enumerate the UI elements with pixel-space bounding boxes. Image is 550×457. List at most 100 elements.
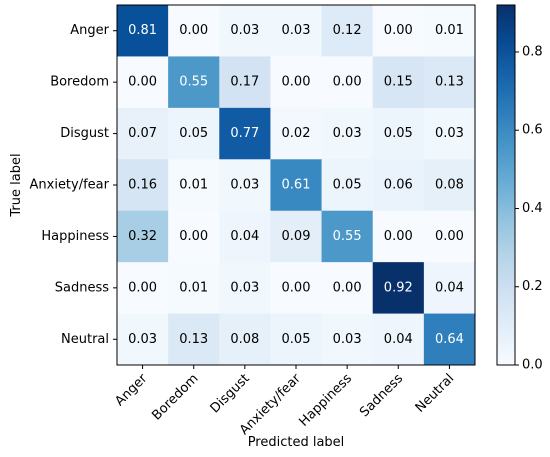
heatmap-cell <box>117 107 169 160</box>
cell-value-label: 0.92 <box>384 280 413 295</box>
heatmap-cell <box>423 56 476 109</box>
heatmap-cell <box>321 313 374 366</box>
heatmap-cell <box>219 5 271 57</box>
heatmap-cell <box>372 5 425 57</box>
cell-value-label: 0.32 <box>128 229 157 244</box>
heatmap-cell <box>219 262 271 315</box>
y-axis-ticks: Anger Boredom Disgust Anxiety/fear Happiness… <box>30 23 117 347</box>
cell-value-label: 0.13 <box>179 332 208 347</box>
heatmap-cell <box>168 313 220 366</box>
cell-value-label: 0.01 <box>179 280 208 295</box>
cell-value-label: 0.02 <box>282 126 311 141</box>
heatmap-cell <box>270 313 323 366</box>
x-tick-label: Disgust <box>208 371 253 416</box>
x-tick-label: Anger <box>112 371 150 409</box>
cell-value-label: 0.55 <box>179 75 208 90</box>
colorbar-tick-label: 0.6 <box>522 123 543 138</box>
cell-value-label: 0.03 <box>333 126 362 141</box>
cell-value-label: 0.61 <box>282 178 311 193</box>
heatmap-cell <box>372 210 425 263</box>
cell-value-label: 0.00 <box>128 75 157 90</box>
x-tick-label: Boredom <box>149 371 201 423</box>
cell-value-label: 0.03 <box>435 126 464 141</box>
cell-value-label: 0.15 <box>384 75 413 90</box>
cell-value-label: 0.00 <box>179 229 208 244</box>
cell-value-label: 0.00 <box>282 75 311 90</box>
heatmap-cell <box>168 159 220 212</box>
cell-value-label: 0.03 <box>230 280 259 295</box>
heatmap-cell <box>372 313 425 366</box>
cell-value-label: 0.04 <box>435 280 464 295</box>
y-tick-label: Sadness <box>55 280 109 295</box>
heatmap-cell <box>219 159 271 212</box>
cell-value-label: 0.77 <box>230 126 259 141</box>
heatmap-cell <box>270 159 323 212</box>
cell-value-label: 0.00 <box>333 75 362 90</box>
cell-value-label: 0.00 <box>384 229 413 244</box>
heatmap-cell <box>423 5 476 57</box>
cell-value-label: 0.64 <box>435 332 464 347</box>
x-tick-label: Happiness <box>297 371 356 430</box>
heatmap-cell <box>219 210 271 263</box>
cell-value-label: 0.13 <box>435 75 464 90</box>
cell-value-label: 0.06 <box>384 178 413 193</box>
colorbar-tick-label: 0.2 <box>522 279 543 294</box>
cell-value-label: 0.12 <box>333 23 362 38</box>
heatmap-cell <box>219 107 271 160</box>
heatmap-cell <box>270 56 323 109</box>
heatmap-cell <box>372 262 425 315</box>
cell-value-label: 0.00 <box>435 229 464 244</box>
heatmap-cell <box>372 159 425 212</box>
heatmap-cell <box>270 262 323 315</box>
cell-value-label: 0.05 <box>179 126 208 141</box>
heatmap-cell <box>423 210 476 263</box>
y-tick-label: Anger <box>70 23 109 38</box>
heatmap-cell <box>117 56 169 109</box>
colorbar-tick-label: 0.8 <box>522 44 543 59</box>
cell-value-label: 0.08 <box>435 178 464 193</box>
heatmap-cell <box>117 210 169 263</box>
cell-value-label: 0.00 <box>333 280 362 295</box>
colorbar-tick-label: 0.0 <box>522 358 543 373</box>
cell-value-label: 0.03 <box>282 23 311 38</box>
heatmap-cell <box>117 262 169 315</box>
cell-value-label: 0.03 <box>128 332 157 347</box>
heatmap-cells: 0.81 0.00 0.03 0.03 0.12 0.00 0.01 0.00 0.55 0.17… <box>117 5 476 366</box>
cell-value-label: 0.07 <box>128 126 157 141</box>
cell-value-label: 0.81 <box>128 23 157 38</box>
cell-value-label: 0.05 <box>333 178 362 193</box>
heatmap-cell <box>321 159 374 212</box>
x-tick-label: Neutral <box>413 371 458 416</box>
heatmap-cell <box>117 159 169 212</box>
heatmap-cell <box>372 107 425 160</box>
y-tick-label: Happiness <box>41 229 109 244</box>
cell-value-label: 0.00 <box>384 23 413 38</box>
heatmap-cell <box>168 5 220 57</box>
cell-value-label: 0.55 <box>333 229 362 244</box>
heatmap-cell <box>321 107 374 160</box>
heatmap-cell <box>270 5 323 57</box>
colorbar-scale <box>496 4 516 366</box>
cell-value-label: 0.05 <box>282 332 311 347</box>
cell-value-label: 0.00 <box>128 280 157 295</box>
cell-value-label: 0.03 <box>333 332 362 347</box>
cell-value-label: 0.03 <box>230 178 259 193</box>
cell-value-label: 0.03 <box>230 23 259 38</box>
heatmap-cell <box>219 313 271 366</box>
heatmap-cell <box>168 210 220 263</box>
cell-value-label: 0.00 <box>282 280 311 295</box>
heatmap-cell <box>321 262 374 315</box>
x-axis-label: Predicted label <box>248 435 345 450</box>
heatmap-cell <box>321 210 374 263</box>
heatmap-cell <box>423 313 476 366</box>
y-axis-label: True label <box>9 153 24 217</box>
heatmap-cell <box>423 107 476 160</box>
colorbar: 0.0 0.2 0.4 0.6 0.8 <box>496 4 543 373</box>
cell-value-label: 0.17 <box>230 75 259 90</box>
heatmap-cell <box>270 107 323 160</box>
cell-value-label: 0.05 <box>384 126 413 141</box>
heatmap-cell <box>168 56 220 109</box>
cell-value-label: 0.08 <box>230 332 259 347</box>
colorbar-tick-label: 0.4 <box>522 201 543 216</box>
